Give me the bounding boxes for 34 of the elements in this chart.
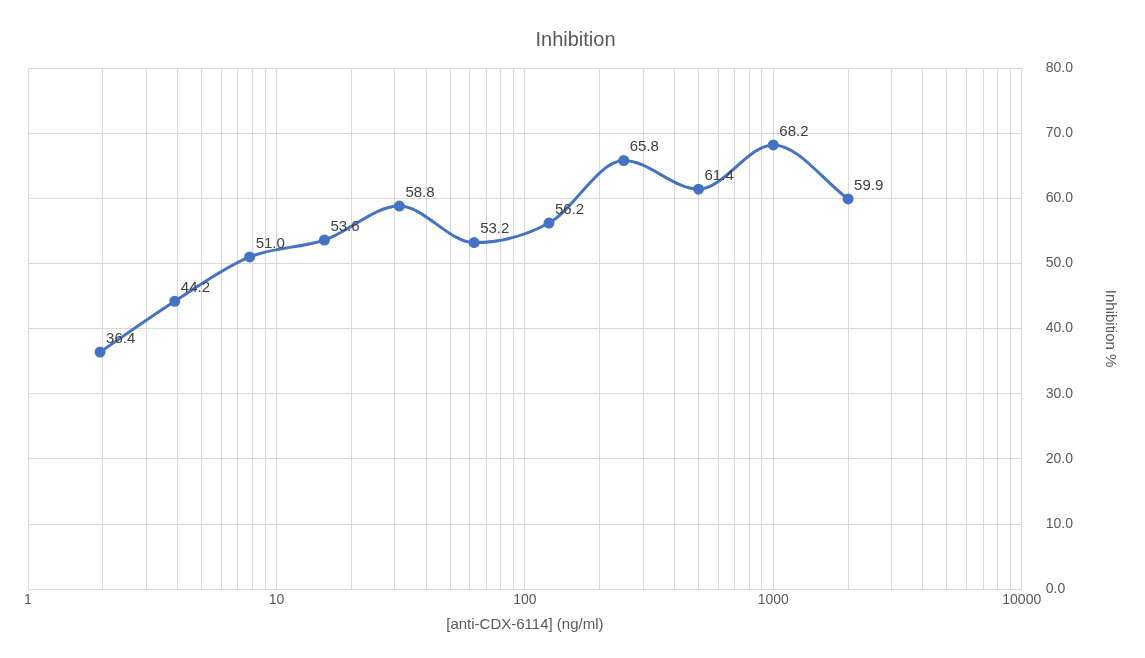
x-tick-label: 1000 xyxy=(757,591,790,608)
y-tick-label: 30.0 xyxy=(1045,384,1074,401)
point xyxy=(318,234,330,246)
data-label: 68.2 xyxy=(779,121,809,139)
point xyxy=(618,155,630,167)
data-label: 51.0 xyxy=(255,233,285,251)
data-label: 58.8 xyxy=(405,182,435,200)
chart-title: Inhibition xyxy=(535,27,616,50)
y-tick-label: 50.0 xyxy=(1045,254,1074,271)
point xyxy=(94,346,106,358)
point xyxy=(169,295,181,307)
y-tick-label: 40.0 xyxy=(1045,319,1074,336)
x-tick-label: 1 xyxy=(24,591,33,608)
data-label: 53.2 xyxy=(480,219,510,237)
point xyxy=(693,183,705,195)
x-tick-label: 100 xyxy=(513,591,537,608)
x-tick-label: 10 xyxy=(268,591,285,608)
point xyxy=(767,139,779,151)
point xyxy=(244,251,256,263)
data-label: 59.9 xyxy=(854,175,884,193)
y-tick-label: 60.0 xyxy=(1045,189,1074,206)
point xyxy=(842,193,854,205)
point xyxy=(393,200,405,212)
y-tick-label: 80.0 xyxy=(1045,58,1074,75)
point xyxy=(543,217,555,229)
y-tick-label: 0.0 xyxy=(1045,580,1066,597)
y-tick-label: 70.0 xyxy=(1045,124,1074,141)
x-axis-title: [anti-CDX-6114] (ng/ml) xyxy=(446,615,604,633)
y-axis-title: Inhibition % xyxy=(1102,289,1120,368)
data-label: 65.8 xyxy=(629,137,659,155)
x-tick-label: 10000 xyxy=(1002,591,1042,608)
y-tick-label: 10.0 xyxy=(1045,514,1074,531)
y-tick-label: 20.0 xyxy=(1045,449,1074,466)
point xyxy=(468,237,480,249)
